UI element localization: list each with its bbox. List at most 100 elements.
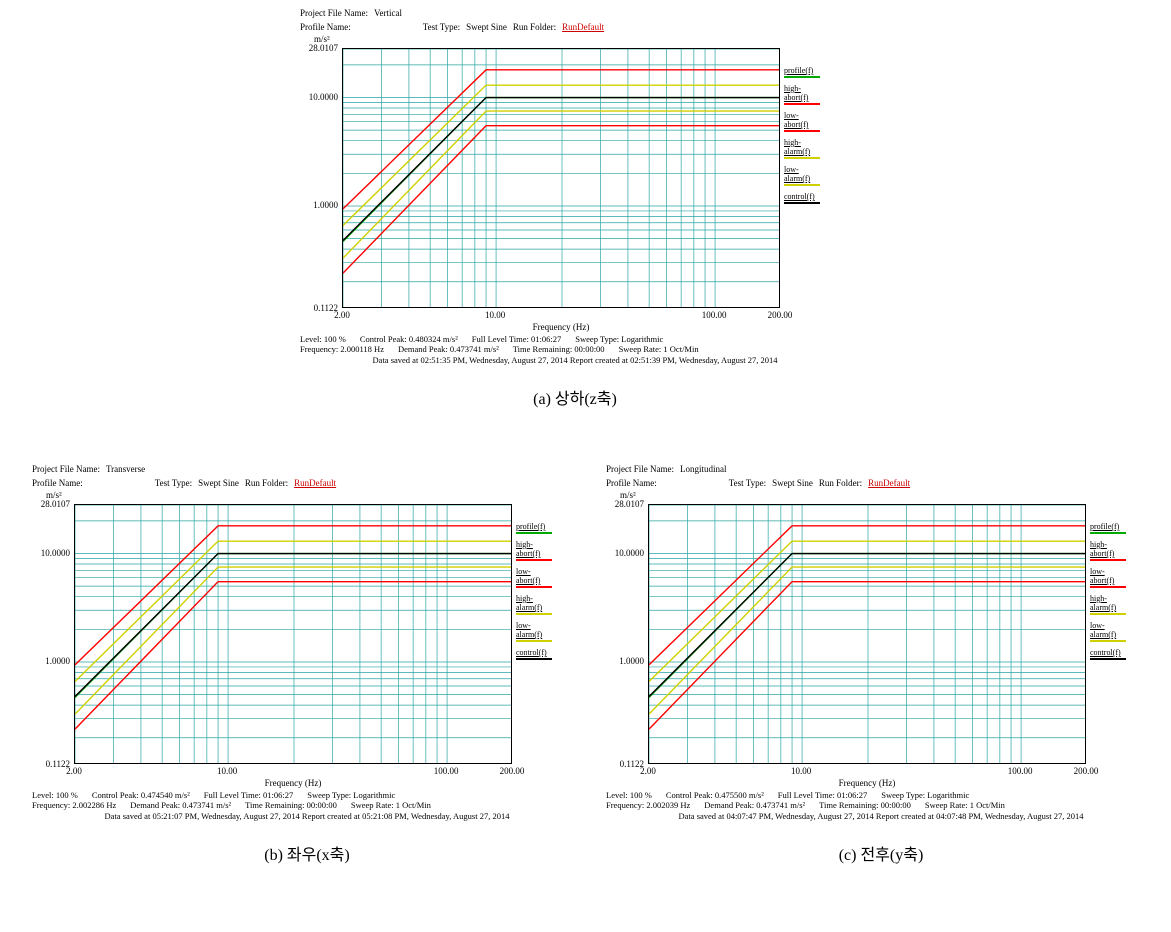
test-type-label: Test Type: [155,478,192,488]
chart-caption: (b) 좌우(x축) [28,841,586,865]
footer-key: Time Remaining: [513,344,572,354]
run-folder-link[interactable]: RunDefault [294,478,336,488]
profile-name-label: Profile Name: [300,22,351,32]
x-axis-label: Frequency (Hz) [342,322,780,332]
footer-key: Control Peak: [92,790,139,800]
header-row-2: Profile Name:Test Type:Swept SineRun Fol… [602,476,1160,490]
footer-key: Demand Peak: [398,344,448,354]
series-line [75,541,512,681]
footer-key: Full Level Time: [204,790,261,800]
footer-row: Level: 100 %Control Peak: 0.475500 m/s²F… [606,790,1156,800]
footer-key: Demand Peak: [704,800,754,810]
footer-val: 100 % [324,334,346,344]
y-tick-label: 10.0000 [309,92,342,102]
footer-val: 01:06:27 [531,334,561,344]
x-axis-label: Frequency (Hz) [648,778,1086,788]
footer-row: Frequency: 2.002286 HzDemand Peak: 0.473… [32,800,582,810]
legend-label: low-alarm(f) [1090,621,1116,639]
y-tick-label: 28.0107 [41,499,74,509]
footer-key: Full Level Time: [472,334,529,344]
legend-swatch [1090,559,1126,561]
footer-pair: Control Peak: 0.474540 m/s² [92,790,190,800]
series-line [649,526,1086,665]
legend-swatch [516,658,552,660]
footer-val: 100 % [630,790,652,800]
footer-key: Control Peak: [360,334,407,344]
chart-caption: (a) 상하(z축) [296,385,854,409]
header-row-1: Project File Name:Longitudinal [602,462,1160,476]
project-file-name-label: Project File Name: [606,464,674,474]
footer-val: 1 Oct/Min [663,344,698,354]
footer-val: 2.000118 Hz [340,344,384,354]
x-tick-label: 10.00 [791,764,811,776]
project-file-name-value: Vertical [374,8,402,18]
legend-label: profile(f) [1090,522,1119,531]
footer-pair: Full Level Time: 01:06:27 [778,790,868,800]
footer-val: 01:06:27 [263,790,293,800]
footer-key: Sweep Type: [881,790,925,800]
test-type-value: Swept Sine [466,22,507,32]
series-line [75,582,512,730]
header-row-2: Profile Name:Test Type:Swept SineRun Fol… [28,476,586,490]
profile-name-label: Profile Name: [32,478,83,488]
x-tick-label: 2.00 [66,764,82,776]
footer-pair: Control Peak: 0.480324 m/s² [360,334,458,344]
footer: Level: 100 %Control Peak: 0.474540 m/s²F… [28,788,586,823]
legend-swatch [784,184,820,186]
footer-key: Sweep Rate: [925,800,968,810]
footer-pair: Sweep Rate: 1 Oct/Min [351,800,431,810]
footer-val: 100 % [56,790,78,800]
run-folder-label: Run Folder: [819,478,862,488]
y-tick-label: 1.0000 [313,200,342,210]
series-line [75,554,512,697]
footer-key: Sweep Type: [575,334,619,344]
legend-label: control(f) [1090,648,1121,657]
legend-swatch [516,586,552,588]
legend-swatch [1090,658,1126,660]
x-tick-label: 200.00 [500,764,525,776]
chart-svg [342,48,780,308]
footer-pair: Sweep Type: Logarithmic [575,334,663,344]
run-folder-link[interactable]: RunDefault [562,22,604,32]
footer-val: 0.480324 m/s² [409,334,458,344]
y-tick-label: 1.0000 [45,656,74,666]
project-file-name-label: Project File Name: [32,464,100,474]
footer-key: Time Remaining: [819,800,878,810]
footer-pair: Time Remaining: 00:00:00 [513,344,605,354]
chart-svg [74,504,512,764]
footer-key: Full Level Time: [778,790,835,800]
footer-key: Frequency: [32,800,70,810]
footer-val: Logarithmic [621,334,663,344]
footer-pair: Sweep Rate: 1 Oct/Min [925,800,1005,810]
footer-val: 0.475500 m/s² [715,790,764,800]
footer-val: 01:06:27 [837,790,867,800]
footer-pair: Full Level Time: 01:06:27 [204,790,294,800]
footer-key: Sweep Rate: [351,800,394,810]
chart-svg [648,504,1086,764]
chart-caption: (c) 전후(y축) [602,841,1160,865]
footer-key: Level: [300,334,322,344]
x-tick-label: 200.00 [768,308,793,320]
project-file-name-value: Transverse [106,464,145,474]
series-line [649,554,1086,697]
footer-val: 00:00:00 [574,344,604,354]
y-tick-label: 28.0107 [309,43,342,53]
series-line [343,98,780,241]
series-line [343,85,780,225]
test-type-label: Test Type: [423,22,460,32]
footer-val: 00:00:00 [307,800,337,810]
legend-swatch [784,157,820,159]
legend-label: low-abort(f) [1090,567,1114,585]
legend-swatch [784,103,820,105]
footer-pair: Demand Peak: 0.473741 m/s² [398,344,499,354]
footer-key: Level: [32,790,54,800]
chart-panel-b: Project File Name: Transverse Profile Name… [28,462,586,865]
series-line [75,526,512,665]
x-tick-label: 10.00 [217,764,237,776]
series-line [649,554,1086,698]
run-folder-link[interactable]: RunDefault [868,478,910,488]
footer-pair: Sweep Type: Logarithmic [307,790,395,800]
x-tick-label: 200.00 [1074,764,1099,776]
legend-label: high-alarm(f) [516,594,542,612]
footer-row: Frequency: 2.000118 HzDemand Peak: 0.473… [300,344,850,354]
